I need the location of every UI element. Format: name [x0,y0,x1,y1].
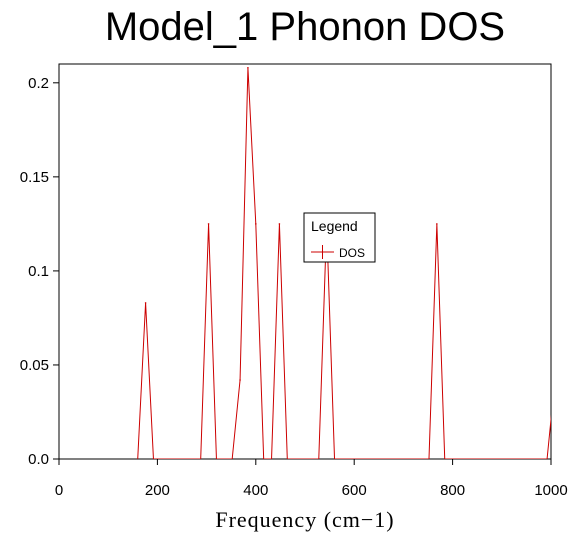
data-point [144,302,147,304]
data-point [436,223,438,225]
x-tick-label: 400 [243,482,268,499]
data-point [554,379,556,381]
legend: Legend DOS [303,212,376,263]
legend-box [303,212,376,263]
x-tick-label: 800 [440,482,465,499]
y-tick-label: 0.05 [20,357,49,374]
y-axis-ticks: 0.0 0.05 0.1 0.15 0.2 [20,75,59,468]
data-point [239,379,241,381]
data-point [247,66,249,69]
x-tick-label: 0 [55,482,63,499]
y-tick-label: 0.0 [28,451,49,468]
series-line-dos [137,67,551,459]
y-tick-label: 0.1 [28,263,49,280]
legend-title: Legend [311,218,358,234]
y-tick-label: 0.2 [28,75,49,92]
x-axis-label: Frequency (cm−1) [215,507,394,532]
chart-title: Model_1 Phonon DOS [105,5,505,49]
x-tick-label: 1000 [534,482,567,499]
legend-entry-dos: DOS [339,246,365,260]
x-axis-ticks: 0 200 400 600 800 1000 [55,459,568,499]
y-tick-label: 0.15 [20,169,49,186]
data-point [278,223,281,225]
x-tick-label: 200 [145,482,170,499]
data-point [255,223,257,225]
data-point [207,223,210,225]
series-layer [137,66,556,459]
x-tick-label: 600 [342,482,367,499]
